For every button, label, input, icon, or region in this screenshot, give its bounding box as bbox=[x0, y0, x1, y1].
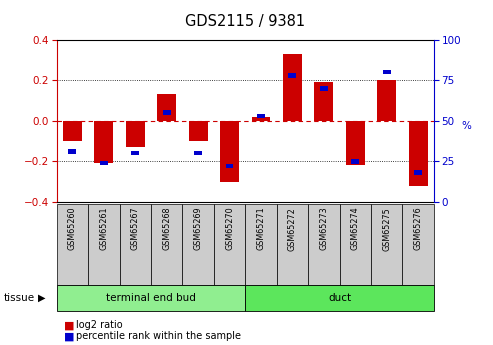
Text: duct: duct bbox=[328, 293, 351, 303]
Bar bbox=[288, 73, 296, 78]
Bar bbox=[414, 170, 422, 175]
Bar bbox=[320, 86, 328, 90]
FancyBboxPatch shape bbox=[340, 204, 371, 285]
FancyBboxPatch shape bbox=[151, 204, 182, 285]
Bar bbox=[69, 149, 76, 154]
FancyBboxPatch shape bbox=[245, 285, 434, 310]
Text: GSM65272: GSM65272 bbox=[288, 207, 297, 250]
Text: GSM65274: GSM65274 bbox=[351, 207, 360, 250]
Bar bbox=[100, 161, 108, 165]
FancyBboxPatch shape bbox=[88, 204, 119, 285]
Bar bbox=[251, 117, 270, 121]
FancyBboxPatch shape bbox=[371, 204, 402, 285]
Bar bbox=[383, 70, 390, 74]
Text: GSM65270: GSM65270 bbox=[225, 207, 234, 250]
Text: ■: ■ bbox=[64, 321, 74, 330]
Text: GSM65260: GSM65260 bbox=[68, 207, 77, 250]
Bar bbox=[94, 121, 113, 163]
Bar bbox=[315, 82, 333, 121]
Bar bbox=[283, 54, 302, 121]
FancyBboxPatch shape bbox=[214, 204, 245, 285]
Text: percentile rank within the sample: percentile rank within the sample bbox=[76, 332, 242, 341]
Bar bbox=[220, 121, 239, 181]
FancyBboxPatch shape bbox=[245, 204, 277, 285]
Text: GSM65261: GSM65261 bbox=[99, 207, 108, 250]
Text: terminal end bud: terminal end bud bbox=[106, 293, 196, 303]
FancyBboxPatch shape bbox=[119, 204, 151, 285]
Bar bbox=[189, 121, 208, 141]
Text: GSM65271: GSM65271 bbox=[256, 207, 266, 250]
Y-axis label: %: % bbox=[462, 121, 472, 131]
Text: ▶: ▶ bbox=[38, 293, 45, 303]
Bar bbox=[194, 151, 202, 155]
Bar bbox=[226, 164, 234, 168]
Bar bbox=[352, 159, 359, 164]
Text: log2 ratio: log2 ratio bbox=[76, 321, 123, 330]
Bar bbox=[377, 80, 396, 121]
FancyBboxPatch shape bbox=[308, 204, 340, 285]
Bar bbox=[163, 110, 171, 115]
FancyBboxPatch shape bbox=[57, 285, 245, 310]
Text: GSM65267: GSM65267 bbox=[131, 207, 140, 250]
Bar bbox=[157, 95, 176, 121]
FancyBboxPatch shape bbox=[277, 204, 308, 285]
FancyBboxPatch shape bbox=[182, 204, 214, 285]
FancyBboxPatch shape bbox=[57, 204, 88, 285]
Bar bbox=[257, 114, 265, 118]
Bar bbox=[131, 151, 139, 155]
Text: GSM65268: GSM65268 bbox=[162, 207, 171, 250]
Bar bbox=[63, 121, 82, 141]
Text: ■: ■ bbox=[64, 332, 74, 341]
Text: GSM65273: GSM65273 bbox=[319, 207, 328, 250]
Bar bbox=[126, 121, 145, 147]
Text: GSM65276: GSM65276 bbox=[414, 207, 423, 250]
Bar bbox=[409, 121, 427, 186]
Text: tissue: tissue bbox=[4, 293, 35, 303]
Text: GSM65275: GSM65275 bbox=[382, 207, 391, 250]
Text: GSM65269: GSM65269 bbox=[194, 207, 203, 250]
Text: GDS2115 / 9381: GDS2115 / 9381 bbox=[185, 14, 305, 29]
FancyBboxPatch shape bbox=[402, 204, 434, 285]
Bar bbox=[346, 121, 365, 165]
